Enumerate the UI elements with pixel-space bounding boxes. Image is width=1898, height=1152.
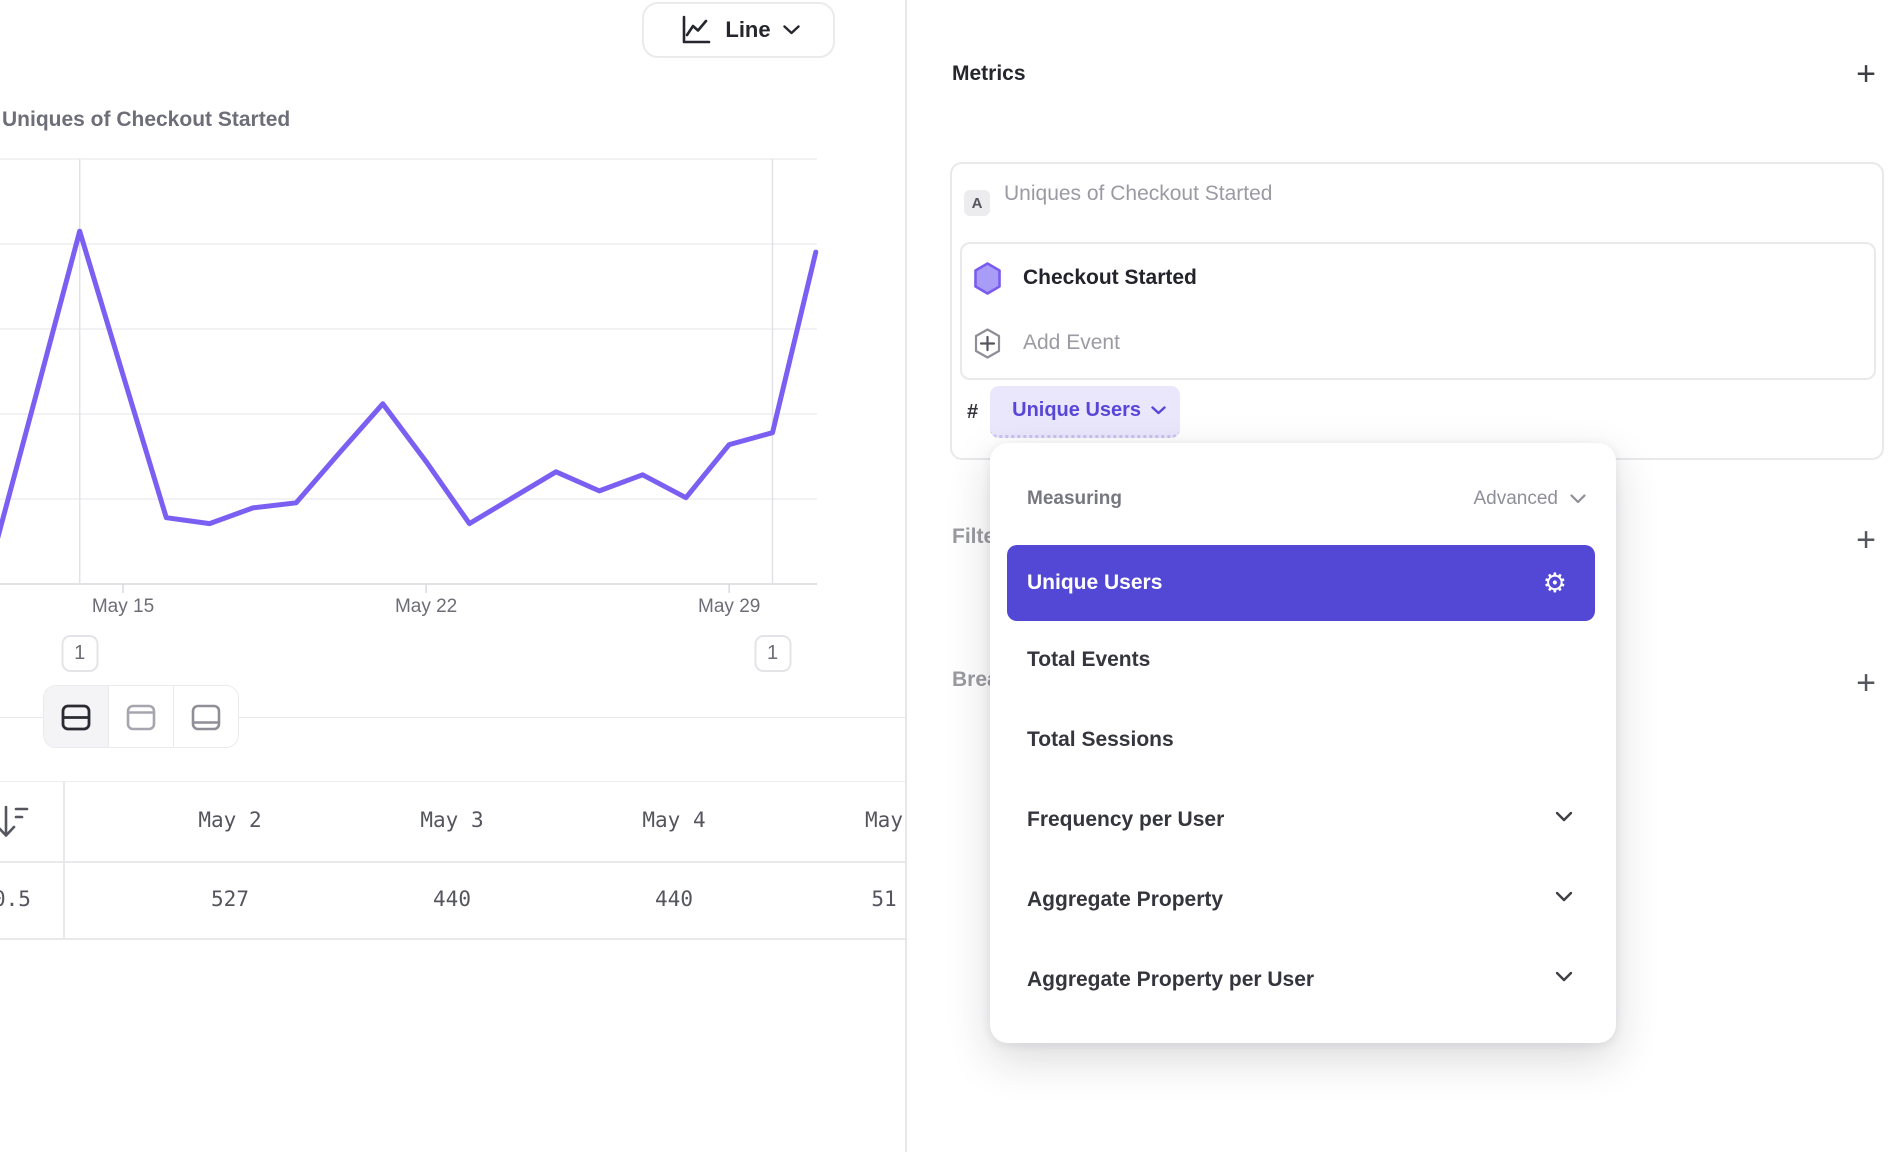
menu-item-total-events[interactable]: Total Events [1027,648,1151,671]
menu-item-frequency-per-user[interactable]: Frequency per User [1007,798,1595,842]
line-chart [0,158,819,593]
table-frozen-column-border [63,781,65,938]
series-line[interactable] [0,228,819,555]
chevron-down-icon [1555,811,1573,822]
series-letter-badge: A [964,190,990,216]
measuring-menu-header: Measuring Advanced [990,483,1616,519]
x-axis-label: May 22 [394,596,458,617]
measure-dropdown[interactable]: Unique Users [990,386,1181,438]
event-list-card: Checkout Started Add Event [960,242,1876,380]
advanced-mode-dropdown[interactable]: Advanced [1473,488,1586,510]
chevron-down-icon [1151,406,1166,415]
metric-card[interactable]: A Uniques of Checkout Started Checkout S… [950,162,1884,460]
metrics-heading: Metrics [952,62,1026,85]
table-top-border [0,781,905,782]
table-cell: 440 [655,887,693,911]
add-filter-button[interactable]: + [1856,521,1876,559]
line-chart-icon [683,15,711,44]
pane-divider [905,0,907,1152]
x-axis-label: May 29 [698,596,761,617]
menu-item-aggregate-property-per-user[interactable]: Aggregate Property per User [1007,958,1595,1002]
chart-pane: Line Uniques of Checkout Started May 15 M… [0,0,905,1152]
annotation-badge[interactable]: 1 [754,635,791,672]
number-measure-icon: # [967,400,979,423]
gear-icon[interactable]: ⚙ [1542,567,1567,599]
measuring-menu-popup: Measuring Advanced Unique Users ⚙ Total … [990,443,1616,1043]
menu-item-unique-users[interactable]: Unique Users ⚙ [1007,545,1595,621]
table-header-cell[interactable]: May 3 [420,808,484,832]
table-view-icon [191,704,221,730]
table-cell: 440 [433,887,471,911]
table-header-cell[interactable]: May 4 [642,808,706,832]
chevron-down-icon [1570,494,1586,504]
layout-toggle-split-view[interactable] [44,686,108,747]
add-metric-button[interactable]: + [1856,55,1876,93]
layout-toggle-table-view[interactable] [173,686,238,747]
table-cell: 51 [871,887,897,911]
x-axis-label: May 15 [91,596,155,617]
add-event-hexagon-plus-icon [974,327,1001,359]
advanced-mode-label: Advanced [1473,488,1558,509]
measuring-label: Measuring [1027,488,1123,509]
add-event-button[interactable]: Add Event [974,323,1120,363]
chart-type-label: Line [725,17,771,42]
event-name: Checkout Started [1023,266,1197,289]
add-breakdown-button[interactable]: + [1856,664,1876,702]
table-row-label: 0.5 [0,887,31,911]
table-header-cell[interactable]: May [865,808,903,832]
metric-card-title: Uniques of Checkout Started [1004,182,1273,205]
table-header-cell[interactable]: May 2 [198,808,262,832]
layout-toggle [43,685,239,748]
table-bottom-border [0,938,905,940]
event-hexagon-icon [974,261,1001,295]
sort-descending-icon[interactable] [0,800,32,846]
layout-toggle-chart-only-view[interactable] [108,686,173,747]
chart-type-selector[interactable]: Line [642,2,835,58]
chart-only-view-icon [126,704,156,730]
annotation-badge[interactable]: 1 [61,635,99,672]
chart-title: Uniques of Checkout Started [2,108,291,131]
add-event-label: Add Event [1023,331,1120,354]
metrics-pane: Metrics + A Uniques of Checkout Started … [907,0,1898,1152]
menu-item-total-sessions[interactable]: Total Sessions [1027,728,1174,751]
section-divider [0,717,905,718]
measure-row: # Unique Users [967,386,1181,438]
measure-label: Unique Users [1012,399,1142,421]
chevron-down-icon [1555,891,1573,902]
chevron-down-icon [782,25,800,35]
menu-item-aggregate-property[interactable]: Aggregate Property [1007,878,1595,922]
event-row-checkout-started[interactable]: Checkout Started [974,258,1197,298]
table-cell: 527 [211,887,249,911]
split-view-icon [61,704,91,730]
chevron-down-icon [1555,971,1573,982]
table-header-border [0,861,905,863]
